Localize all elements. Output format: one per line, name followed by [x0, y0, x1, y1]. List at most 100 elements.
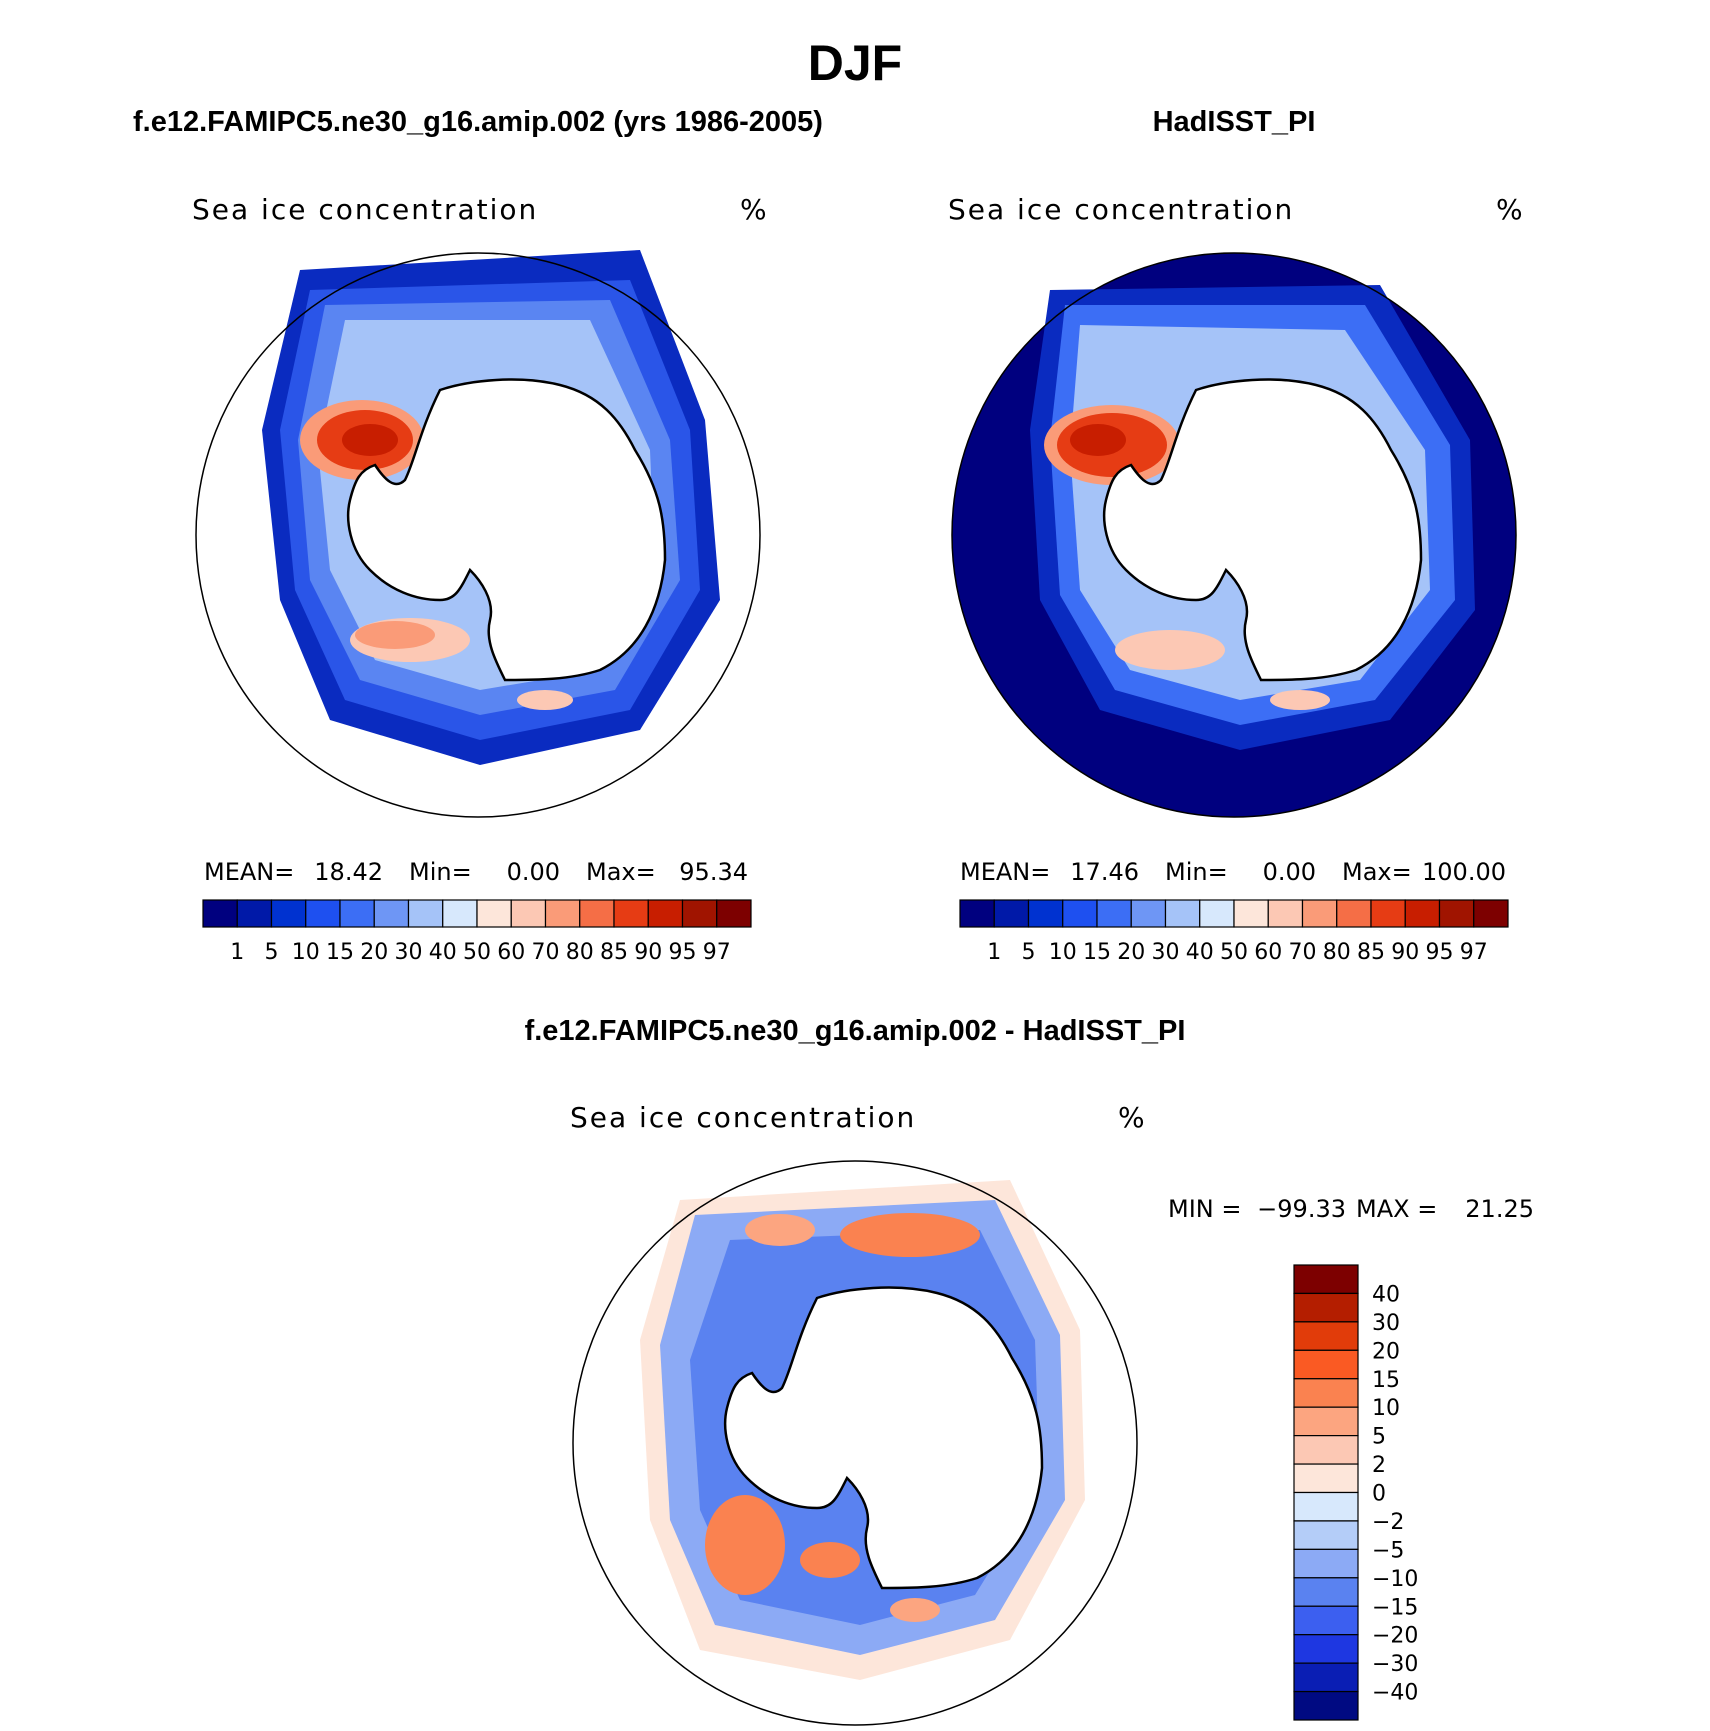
- colorbar-swatch: [1027, 899, 1064, 928]
- colorbar-swatch: [339, 899, 375, 928]
- colorbar-swatch: [647, 899, 684, 928]
- colorbar-tick-label: 95: [1426, 940, 1454, 965]
- colorbar-swatch: [1130, 899, 1167, 928]
- colorbar-swatch: [270, 899, 307, 928]
- colorbar-swatch: [1293, 1406, 1359, 1437]
- colorbar-swatch: [1293, 1435, 1359, 1465]
- colorbar-tick-label: 90: [634, 940, 662, 965]
- colorbar-swatch: [1301, 899, 1338, 928]
- colorbar-swatch: [1293, 1463, 1359, 1494]
- colorbar-swatch: [1473, 899, 1509, 928]
- colorbar-tick-label: 90: [1391, 940, 1419, 965]
- colorbar-swatch: [442, 899, 478, 928]
- colorbar-swatch: [1293, 1605, 1359, 1636]
- colorbar-tick-label: −20: [1372, 1624, 1418, 1649]
- colorbar-swatch: [305, 899, 341, 928]
- colorbar-tick-label: 30: [395, 940, 423, 965]
- colorbar-tick-label: 2: [1372, 1453, 1386, 1478]
- colorbar-obs: 1 5 10 15 20 30 40 50 60 70 80 85 90 95 97: [959, 899, 1509, 965]
- colorbar-swatch: [1293, 1491, 1359, 1522]
- colorbar-tick-label: 5: [1022, 940, 1036, 965]
- colorbar-swatch: [1293, 1634, 1359, 1664]
- colorbar-swatch: [579, 899, 615, 928]
- colorbar-tick-label: 20: [1372, 1339, 1400, 1364]
- colorbar-tick-label: 60: [1254, 940, 1282, 965]
- colorbar-tick-label: 80: [1323, 940, 1351, 965]
- colorbar-tick-label: −40: [1372, 1681, 1418, 1706]
- panel-diff-variable: Sea ice concentration: [570, 1101, 916, 1134]
- colorbar-swatch: [1293, 1690, 1359, 1721]
- colorbar-tick-label: 10: [1372, 1396, 1400, 1421]
- colorbar-tick-label: 5: [265, 940, 279, 965]
- colorbar-tick-label: 97: [1460, 940, 1488, 965]
- colorbar-swatch: [681, 899, 718, 928]
- colorbar-tick-label: −10: [1372, 1567, 1418, 1592]
- stat-label: MEAN=: [204, 858, 294, 886]
- stats-diff: MIN = −99.33 MAX = 21.25: [1168, 1195, 1534, 1223]
- colorbar-tick-label: 1: [230, 940, 244, 965]
- stat-value: 95.34: [679, 858, 748, 886]
- map-obs: [951, 252, 1517, 818]
- colorbar-swatch: [959, 899, 995, 928]
- colorbar-tick-label: −30: [1372, 1652, 1418, 1677]
- stat-value: 18.42: [314, 858, 383, 886]
- stat-label: Min=: [1165, 858, 1228, 886]
- colorbar-swatch: [716, 899, 752, 928]
- colorbar-tick-label: 40: [429, 940, 457, 965]
- colorbar-swatch: [1293, 1520, 1359, 1550]
- colorbar-swatch: [613, 899, 649, 928]
- colorbar-swatch: [1293, 1292, 1359, 1323]
- colorbar-swatch: [1293, 1577, 1359, 1607]
- stat-value: 17.46: [1070, 858, 1139, 886]
- colorbar-tick-label: 15: [1372, 1368, 1400, 1393]
- map-diff: [572, 1160, 1138, 1726]
- panel-model-header: f.e12.FAMIPC5.ne30_g16.amip.002 (yrs 198…: [133, 106, 823, 138]
- colorbar-swatch: [202, 899, 238, 928]
- colorbar-swatch: [236, 899, 273, 928]
- colorbar-tick-label: −2: [1372, 1510, 1404, 1535]
- panel-obs-variable: Sea ice concentration: [948, 193, 1294, 226]
- stat-label: MAX =: [1356, 1195, 1437, 1223]
- colorbar-tick-label: 70: [532, 940, 560, 965]
- stat-label: MEAN=: [960, 858, 1050, 886]
- colorbar-swatch: [1164, 899, 1201, 928]
- colorbar-tick-label: 5: [1372, 1425, 1386, 1450]
- colorbar-tick-label: 50: [463, 940, 491, 965]
- colorbar-tick-label: 40: [1372, 1282, 1400, 1307]
- colorbar-tick-label: 70: [1289, 940, 1317, 965]
- colorbar-swatch: [373, 899, 410, 928]
- panel-diff-header: f.e12.FAMIPC5.ne30_g16.amip.002 - HadISS…: [525, 1015, 1186, 1047]
- stat-label: Max=: [586, 858, 656, 886]
- colorbar-tick-label: 15: [1083, 940, 1111, 965]
- stats-model: MEAN= 18.42 Min= 0.00 Max= 95.34: [204, 858, 748, 886]
- panel-diff-units: %: [1118, 1101, 1145, 1134]
- colorbar-swatch: [1293, 1548, 1359, 1579]
- colorbar-tick-label: 1: [987, 940, 1001, 965]
- stat-value: −99.33: [1257, 1195, 1346, 1223]
- map-model: [195, 250, 761, 818]
- colorbar-tick-label: 10: [292, 940, 320, 965]
- colorbar-tick-label: −15: [1372, 1595, 1418, 1620]
- colorbar-swatch: [1370, 899, 1406, 928]
- colorbar-swatch: [407, 899, 444, 928]
- stat-value: 100.00: [1422, 858, 1506, 886]
- stat-value: 0.00: [507, 858, 560, 886]
- colorbar-tick-label: 95: [669, 940, 697, 965]
- colorbar-swatch: [1404, 899, 1441, 928]
- colorbar-tick-label: 50: [1220, 940, 1248, 965]
- panel-model-variable: Sea ice concentration: [192, 193, 538, 226]
- colorbar-swatch: [476, 899, 512, 928]
- colorbar-tick-label: 20: [1117, 940, 1145, 965]
- stat-value: 21.25: [1465, 1195, 1534, 1223]
- colorbar-swatch: [510, 899, 547, 928]
- colorbar-tick-label: 40: [1186, 940, 1214, 965]
- stat-label: MIN =: [1168, 1195, 1241, 1223]
- colorbar-tick-label: 60: [497, 940, 525, 965]
- colorbar-tick-label: 85: [600, 940, 628, 965]
- colorbar-swatch: [1233, 899, 1269, 928]
- colorbar-tick-label: 15: [326, 940, 354, 965]
- stat-value: 0.00: [1263, 858, 1316, 886]
- colorbar-swatch: [1293, 1378, 1359, 1408]
- colorbar-tick-label: 30: [1372, 1311, 1400, 1336]
- stat-label: Max=: [1342, 858, 1412, 886]
